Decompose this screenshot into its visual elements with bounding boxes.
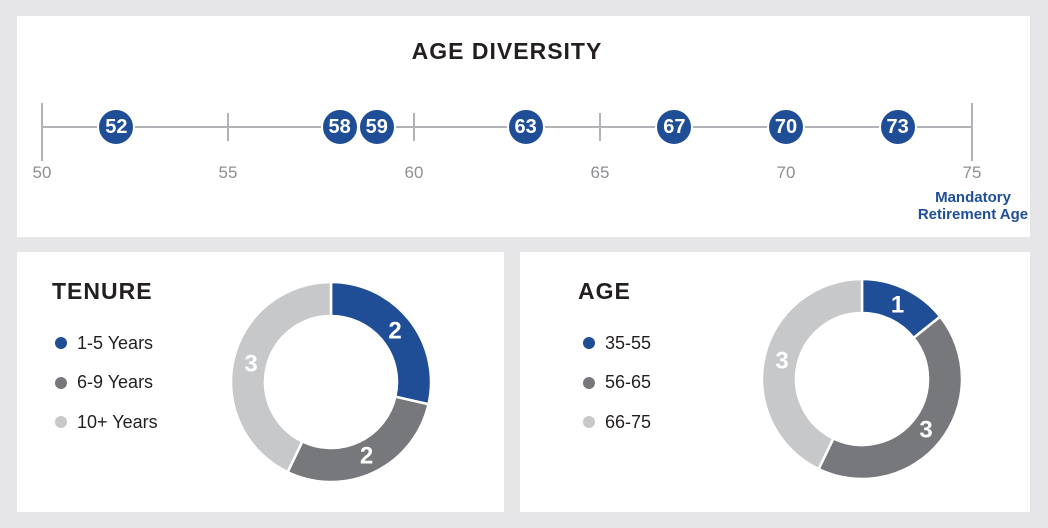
- timeline-tick-label: 70: [776, 163, 796, 182]
- legend-item: 1-5 Years: [55, 333, 158, 353]
- legend-dot-icon: [55, 337, 67, 349]
- legend-item-label: 6-9 Years: [77, 372, 154, 392]
- tenure-panel: TENURE 1-5 Years 6-9 Years 10+ Years 2 2 3: [17, 252, 504, 512]
- age-marker: 70: [767, 108, 805, 146]
- age-marker: 59: [357, 108, 396, 146]
- mandatory-retirement-label: Mandatory Retirement Age: [873, 189, 1048, 223]
- age-marker: 67: [655, 108, 694, 146]
- legend-item: 6-9 Years: [55, 372, 158, 393]
- mandatory-retirement-line2: Retirement Age: [917, 206, 1029, 223]
- donut-segment: [817, 315, 964, 481]
- timeline-tick: [599, 113, 601, 141]
- legend-item-label: 10+ Years: [77, 411, 158, 432]
- timeline-tick: [41, 103, 43, 161]
- donut-segment-value: 2: [360, 442, 373, 469]
- mandatory-retirement-line1: Mandatory: [935, 189, 1011, 206]
- donut-segment-value: 3: [775, 347, 788, 374]
- legend-item-label: 66-75: [605, 411, 652, 432]
- age-panel: AGE 35-55 56-65 66-75 1 3 3: [520, 252, 1030, 512]
- legend-item: 35-55: [583, 333, 651, 353]
- legend-item: 56-65: [583, 372, 652, 393]
- age-legend: 35-55 56-65 66-75: [583, 333, 651, 432]
- timeline-tick-label: 65: [590, 163, 610, 182]
- legend-dot-icon: [55, 376, 67, 389]
- donut-segment-value: 3: [244, 350, 257, 377]
- age-donut-chart: 1 3 3: [760, 277, 964, 481]
- donut-segment: [760, 277, 864, 471]
- timeline-tick-label: 60: [404, 163, 424, 182]
- timeline-tick-label: 50: [32, 163, 52, 182]
- timeline-tick: [413, 113, 415, 141]
- tenure-legend: 1-5 Years 6-9 Years 10+ Years: [55, 333, 158, 432]
- legend-item-label: 1-5 Years: [77, 332, 154, 353]
- timeline-tick-label: 55: [218, 163, 238, 182]
- legend-item: 10+ Years: [55, 412, 158, 432]
- age-diversity-panel: AGE DIVERSITY 50 55 60 65 70 75 52 58 59 63 67 70 73…: [17, 16, 1030, 237]
- donut-segment: [329, 280, 433, 406]
- timeline-tick: [227, 113, 229, 141]
- age-marker: 52: [97, 108, 136, 146]
- legend-item-label: 35-55: [605, 332, 652, 353]
- tenure-title: TENURE: [52, 278, 153, 304]
- legend-dot-icon: [55, 416, 67, 428]
- age-marker: 58: [320, 108, 359, 146]
- timeline-tick: [971, 103, 973, 161]
- tenure-donut-chart: 2 2 3: [229, 280, 433, 484]
- legend-item: 66-75: [583, 412, 651, 432]
- legend-dot-icon: [583, 337, 595, 349]
- donut-segment-value: 1: [891, 292, 904, 319]
- age-title: AGE: [578, 278, 631, 304]
- donut-segment: [286, 395, 430, 484]
- age-marker: 73: [878, 108, 917, 146]
- legend-item-label: 56-65: [605, 372, 652, 392]
- age-timeline: 50 55 60 65 70 75 52 58 59 63 67 70 73: [17, 16, 1030, 237]
- age-diversity-title: AGE DIVERSITY: [411, 38, 603, 64]
- donut-segment-value: 3: [919, 417, 932, 444]
- age-marker: 63: [506, 108, 545, 146]
- legend-dot-icon: [583, 376, 595, 389]
- donut-segment: [229, 280, 333, 474]
- timeline-tick-label: 75: [962, 163, 982, 182]
- donut-segment-value: 2: [388, 317, 401, 344]
- legend-dot-icon: [583, 416, 595, 428]
